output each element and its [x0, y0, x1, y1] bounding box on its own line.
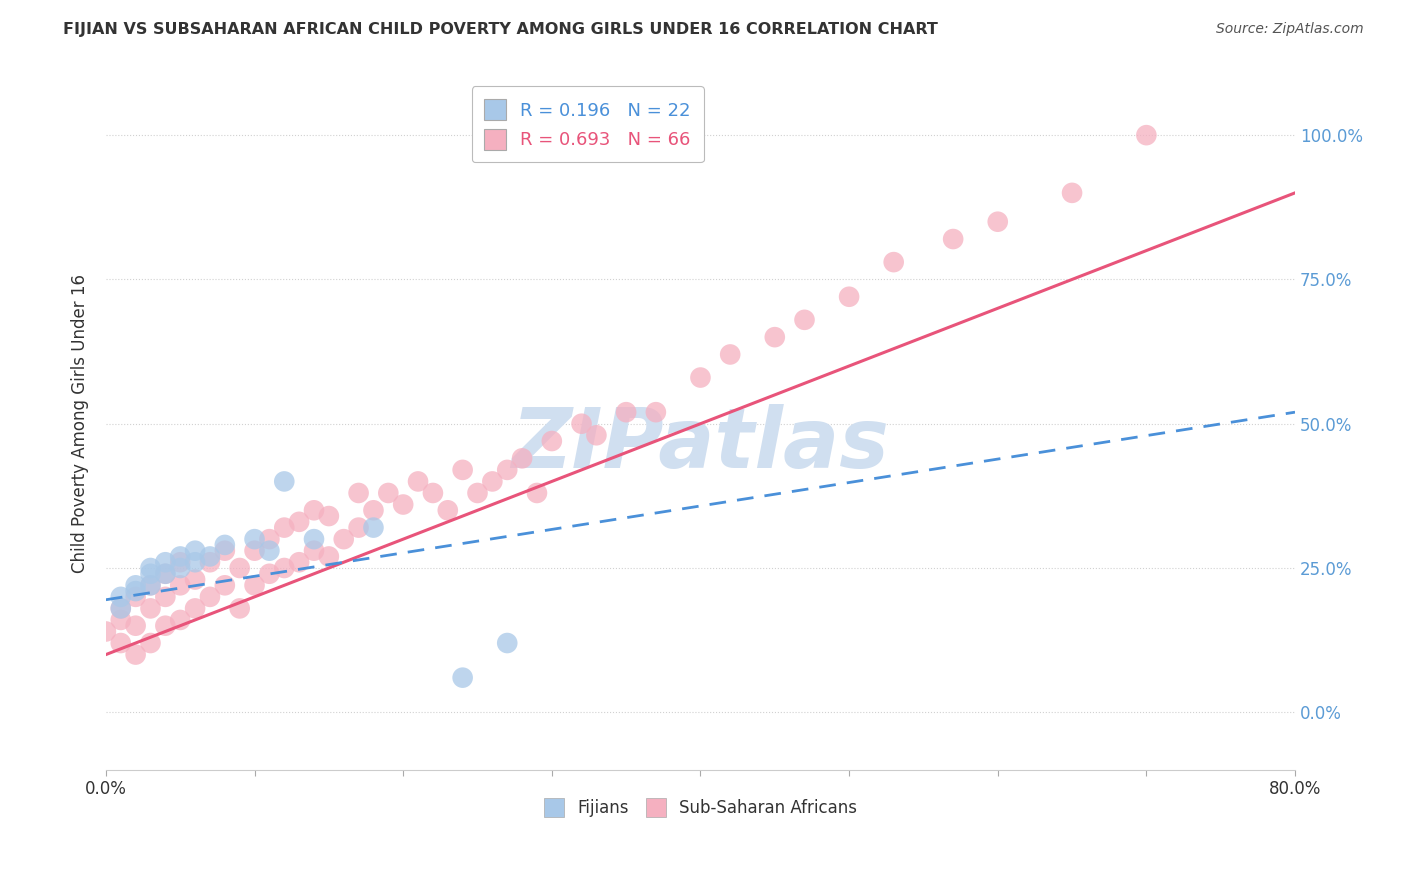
Point — [288, 555, 311, 569]
Point — [214, 538, 236, 552]
Point — [198, 590, 221, 604]
Point — [214, 543, 236, 558]
Point — [302, 532, 325, 546]
Point — [614, 405, 637, 419]
Point — [451, 463, 474, 477]
Point — [184, 543, 207, 558]
Point — [243, 532, 266, 546]
Point — [273, 475, 295, 489]
Point — [110, 590, 132, 604]
Point — [363, 503, 385, 517]
Point — [169, 578, 191, 592]
Point — [243, 578, 266, 592]
Point — [124, 590, 146, 604]
Point — [302, 503, 325, 517]
Point — [363, 520, 385, 534]
Text: ZIPatlas: ZIPatlas — [512, 404, 890, 485]
Point — [451, 671, 474, 685]
Point — [540, 434, 562, 448]
Point — [124, 584, 146, 599]
Point — [718, 347, 741, 361]
Point — [1060, 186, 1083, 200]
Point — [110, 636, 132, 650]
Point — [169, 613, 191, 627]
Point — [422, 486, 444, 500]
Point — [585, 428, 607, 442]
Point — [110, 613, 132, 627]
Point — [155, 590, 177, 604]
Text: Source: ZipAtlas.com: Source: ZipAtlas.com — [1216, 22, 1364, 37]
Point — [94, 624, 117, 639]
Point — [392, 498, 415, 512]
Point — [496, 463, 519, 477]
Point — [110, 601, 132, 615]
Point — [228, 601, 250, 615]
Point — [481, 475, 503, 489]
Point — [198, 555, 221, 569]
Text: FIJIAN VS SUBSAHARAN AFRICAN CHILD POVERTY AMONG GIRLS UNDER 16 CORRELATION CHAR: FIJIAN VS SUBSAHARAN AFRICAN CHILD POVER… — [63, 22, 938, 37]
Point — [1135, 128, 1157, 143]
Point — [184, 555, 207, 569]
Point — [496, 636, 519, 650]
Point — [942, 232, 965, 246]
Point — [838, 290, 860, 304]
Point — [436, 503, 458, 517]
Point — [139, 566, 162, 581]
Legend: Fijians, Sub-Saharan Africans: Fijians, Sub-Saharan Africans — [537, 791, 863, 824]
Point — [155, 566, 177, 581]
Point — [526, 486, 548, 500]
Point — [883, 255, 905, 269]
Point — [214, 578, 236, 592]
Point — [228, 561, 250, 575]
Point — [169, 549, 191, 564]
Point — [571, 417, 593, 431]
Point — [347, 520, 370, 534]
Point — [273, 561, 295, 575]
Point — [155, 566, 177, 581]
Point — [644, 405, 666, 419]
Point — [377, 486, 399, 500]
Point — [273, 520, 295, 534]
Point — [259, 532, 281, 546]
Point — [302, 543, 325, 558]
Point — [169, 555, 191, 569]
Point — [243, 543, 266, 558]
Point — [332, 532, 354, 546]
Point — [987, 215, 1010, 229]
Point — [198, 549, 221, 564]
Point — [110, 601, 132, 615]
Point — [184, 573, 207, 587]
Point — [139, 578, 162, 592]
Point — [689, 370, 711, 384]
Point — [184, 601, 207, 615]
Point — [763, 330, 786, 344]
Point — [467, 486, 489, 500]
Point — [169, 561, 191, 575]
Point — [155, 618, 177, 632]
Point — [139, 636, 162, 650]
Y-axis label: Child Poverty Among Girls Under 16: Child Poverty Among Girls Under 16 — [72, 274, 89, 574]
Point — [124, 578, 146, 592]
Point — [406, 475, 429, 489]
Point — [139, 601, 162, 615]
Point — [259, 566, 281, 581]
Point — [139, 578, 162, 592]
Point — [259, 543, 281, 558]
Point — [510, 451, 533, 466]
Point — [793, 313, 815, 327]
Point — [124, 618, 146, 632]
Point — [139, 561, 162, 575]
Point — [155, 555, 177, 569]
Point — [288, 515, 311, 529]
Point — [318, 509, 340, 524]
Point — [347, 486, 370, 500]
Point — [318, 549, 340, 564]
Point — [124, 648, 146, 662]
